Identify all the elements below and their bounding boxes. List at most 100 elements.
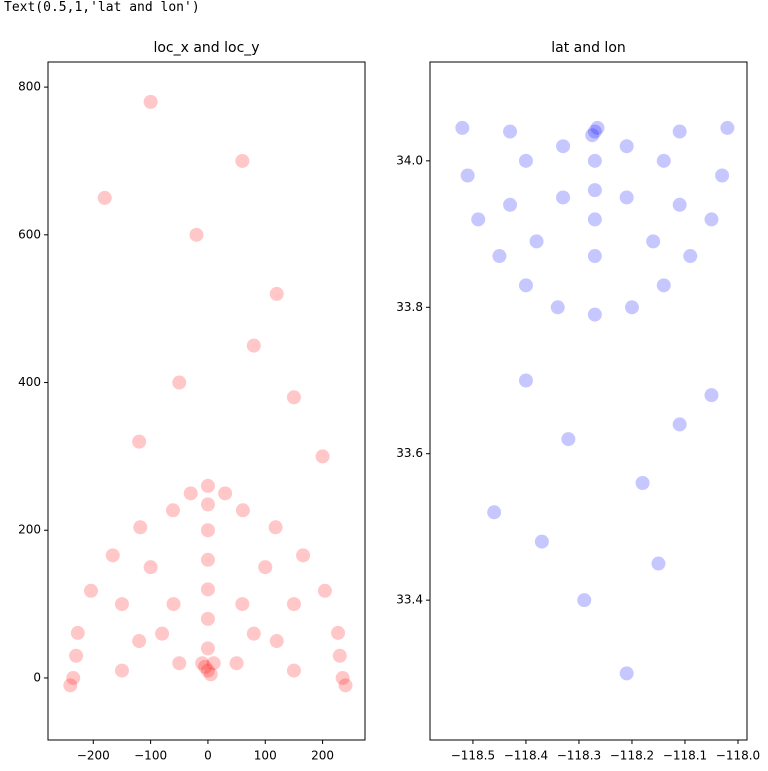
point xyxy=(619,666,634,681)
x-tick-label: 200 xyxy=(311,749,334,763)
point xyxy=(229,656,244,671)
point xyxy=(518,278,533,293)
point xyxy=(492,249,507,264)
point xyxy=(561,432,576,447)
point xyxy=(143,94,158,109)
point xyxy=(332,648,347,663)
point xyxy=(105,548,120,563)
x-tick-label: −118.0 xyxy=(716,749,760,763)
point xyxy=(587,153,602,168)
point xyxy=(656,278,671,293)
point xyxy=(143,560,158,575)
point xyxy=(132,434,147,449)
point xyxy=(69,648,84,663)
point xyxy=(235,153,250,168)
output-text: Text(0.5,1,'lat and lon') xyxy=(4,0,200,15)
point xyxy=(200,663,215,678)
point xyxy=(296,548,311,563)
point xyxy=(590,120,605,135)
point xyxy=(189,227,204,242)
point xyxy=(518,153,533,168)
point xyxy=(97,190,112,205)
point xyxy=(503,197,518,212)
point xyxy=(269,634,284,649)
point xyxy=(66,670,81,685)
point xyxy=(715,168,730,183)
point xyxy=(619,190,634,205)
point xyxy=(656,153,671,168)
point xyxy=(672,197,687,212)
point xyxy=(518,373,533,388)
point xyxy=(286,597,301,612)
point xyxy=(286,663,301,678)
point xyxy=(471,212,486,227)
y-tick-label: 0 xyxy=(33,670,41,684)
x-tick-label: −200 xyxy=(77,749,110,763)
point xyxy=(165,503,180,518)
point xyxy=(683,249,698,264)
point xyxy=(132,634,147,649)
plot-frame xyxy=(47,61,366,741)
point xyxy=(63,678,78,693)
y-tick-label: 400 xyxy=(18,375,41,389)
point xyxy=(704,212,719,227)
point xyxy=(556,139,571,154)
point xyxy=(70,625,85,640)
plot-frame xyxy=(429,61,748,741)
point xyxy=(246,338,261,353)
chart-title: loc_x and loc_y xyxy=(153,40,259,56)
point xyxy=(651,556,666,571)
point xyxy=(195,656,210,671)
point xyxy=(286,390,301,405)
point xyxy=(200,497,215,512)
point xyxy=(203,667,218,682)
x-tick-label: −118.4 xyxy=(504,749,548,763)
point xyxy=(317,583,332,598)
point xyxy=(503,124,518,139)
point xyxy=(218,486,233,501)
point xyxy=(487,505,502,520)
point xyxy=(635,476,650,491)
x-tick-label: −118.1 xyxy=(663,749,707,763)
point xyxy=(200,478,215,493)
point xyxy=(166,597,181,612)
point xyxy=(534,534,549,549)
point xyxy=(587,307,602,322)
point xyxy=(672,417,687,432)
x-tick-label: −118.3 xyxy=(557,749,601,763)
point xyxy=(550,300,565,315)
chart-title: lat and lon xyxy=(551,40,626,56)
y-tick-label: 600 xyxy=(18,227,41,241)
y-tick-label: 800 xyxy=(18,80,41,94)
point xyxy=(556,190,571,205)
point xyxy=(133,520,148,535)
point xyxy=(577,593,592,608)
point xyxy=(529,234,544,249)
point xyxy=(335,670,350,685)
point xyxy=(114,597,129,612)
y-tick-label: 33.6 xyxy=(396,446,423,460)
point xyxy=(455,120,470,135)
point xyxy=(268,520,283,535)
point xyxy=(114,663,129,678)
y-tick-label: 33.4 xyxy=(396,593,423,607)
point xyxy=(331,625,346,640)
point xyxy=(585,128,600,143)
point xyxy=(720,120,735,135)
point xyxy=(155,626,170,641)
y-tick-label: 33.8 xyxy=(396,300,423,314)
point xyxy=(200,641,215,656)
point xyxy=(624,300,639,315)
point xyxy=(206,656,221,671)
point xyxy=(587,124,602,139)
x-tick-label: −118.2 xyxy=(610,749,654,763)
point xyxy=(172,375,187,390)
point xyxy=(183,486,198,501)
point xyxy=(587,249,602,264)
point xyxy=(269,286,284,301)
point xyxy=(83,583,98,598)
point xyxy=(646,234,661,249)
point xyxy=(672,124,687,139)
